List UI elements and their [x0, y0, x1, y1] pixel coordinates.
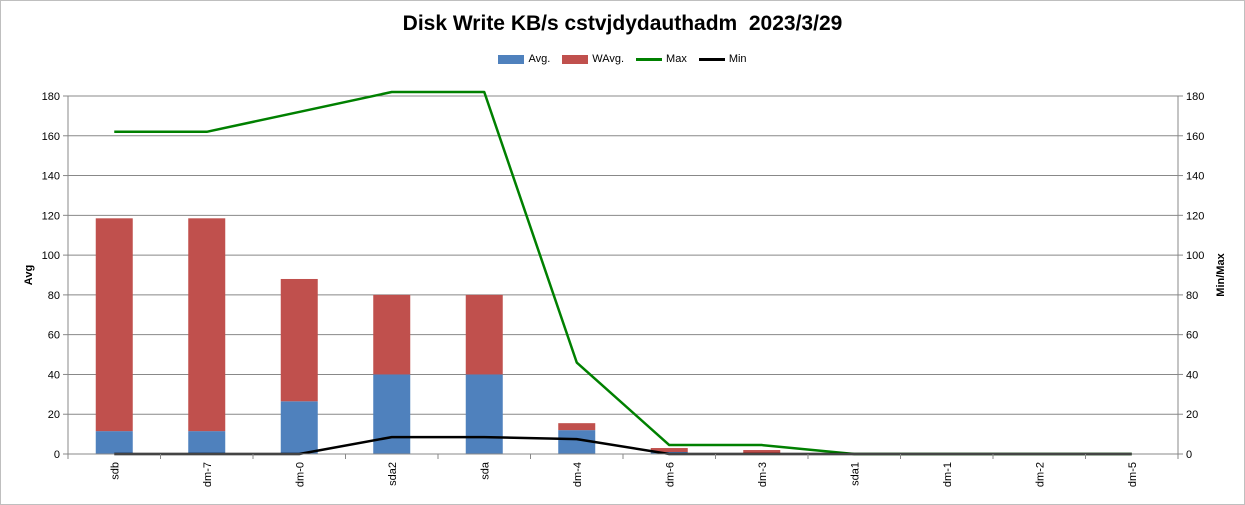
y-axis-title-right: Min/Max [1215, 252, 1227, 296]
x-tick-label-dm-3: dm-3 [757, 462, 769, 487]
y-tick-label-left-100: 100 [42, 250, 60, 262]
tick-labels: 0 0 20 20 40 40 60 60 80 80 100 100 120 120 140 140 160 1… [42, 91, 1205, 487]
bar-avg-sdb [95, 431, 133, 454]
gridlines [68, 95, 1178, 415]
y-tick-label-left-120: 120 [42, 210, 60, 222]
bar-avg-sda2 [373, 374, 411, 454]
bar-wavg-dm-3 [743, 450, 781, 454]
bar-avg-dm-4 [558, 430, 596, 454]
y-axis-title-left: Avg [23, 265, 35, 285]
legend-item-avg: Avg. [498, 53, 550, 65]
y-tick-label-left-60: 60 [48, 330, 60, 342]
legend-label-min: Min [728, 53, 747, 65]
bar-wavg-sda [465, 294, 503, 375]
y-tick-label-left-0: 0 [54, 449, 60, 461]
y-tick-label-left-40: 40 [48, 369, 60, 381]
x-tick-label-sda: sda [479, 461, 491, 480]
x-tick-label-dm-2: dm-2 [1034, 462, 1046, 487]
line-min [114, 435, 1132, 456]
bar-avg-sda [465, 374, 503, 454]
legend-label-max: Max [666, 53, 687, 65]
axes [63, 95, 1183, 459]
legend-swatch-wavg [562, 54, 589, 64]
y-tick-label-left-20: 20 [48, 409, 60, 421]
y-tick-label-right-40: 40 [1186, 369, 1198, 381]
series-lines [114, 90, 1132, 456]
legend-item-max: Max [636, 53, 687, 65]
legend-item-wavg: WAvg. [562, 53, 624, 65]
legend-swatch-min [698, 57, 725, 61]
bar-wavg-dm-6 [650, 448, 688, 453]
chart-title: Disk Write KB/s cstvjdydauthadm 2023/3/2… [402, 12, 843, 35]
y-tick-label-right-120: 120 [1186, 210, 1204, 222]
y-tick-label-right-160: 160 [1186, 131, 1204, 143]
bar-wavg-dm-0 [280, 278, 318, 402]
bars [95, 218, 781, 454]
x-tick-label-dm-1: dm-1 [942, 462, 954, 487]
y-tick-label-right-20: 20 [1186, 409, 1198, 421]
x-tick-label-dm-0: dm-0 [294, 462, 306, 487]
y-tick-label-right-100: 100 [1186, 250, 1204, 262]
y-tick-label-right-140: 140 [1186, 171, 1204, 183]
legend-item-min: Min [698, 53, 747, 65]
x-tick-label-dm-5: dm-5 [1127, 462, 1139, 487]
legend-swatch-avg [498, 54, 525, 64]
x-tick-label-sdb: sdb [109, 462, 121, 480]
y-tick-label-right-60: 60 [1186, 330, 1198, 342]
y-tick-label-left-140: 140 [42, 171, 60, 183]
y-tick-label-left-80: 80 [48, 290, 60, 302]
legend-label-wavg: WAvg. [592, 53, 625, 65]
y-tick-label-right-0: 0 [1186, 449, 1192, 461]
bar-wavg-sda2 [373, 294, 411, 375]
y-tick-label-right-80: 80 [1186, 290, 1198, 302]
y-tick-label-left-160: 160 [42, 131, 60, 143]
x-tick-label-dm-4: dm-4 [572, 462, 584, 487]
legend-label-avg: Avg. [528, 53, 551, 65]
x-tick-label-dm-7: dm-7 [202, 462, 214, 487]
legend-swatch-max [636, 57, 663, 61]
line-max [114, 90, 1132, 456]
y-tick-label-right-180: 180 [1186, 91, 1204, 103]
bar-wavg-dm-4 [558, 423, 596, 431]
bar-avg-dm-7 [188, 431, 226, 454]
bar-avg-dm-0 [280, 401, 318, 454]
chart-legend: Avg. WAvg. Max Min [0, 53, 1245, 65]
bar-wavg-sdb [95, 218, 133, 432]
x-tick-label-dm-6: dm-6 [664, 462, 676, 487]
bar-wavg-dm-7 [188, 218, 226, 432]
x-tick-label-sda2: sda2 [387, 462, 399, 486]
y-tick-label-left-180: 180 [42, 91, 60, 103]
x-tick-label-sda1: sda1 [849, 462, 861, 486]
